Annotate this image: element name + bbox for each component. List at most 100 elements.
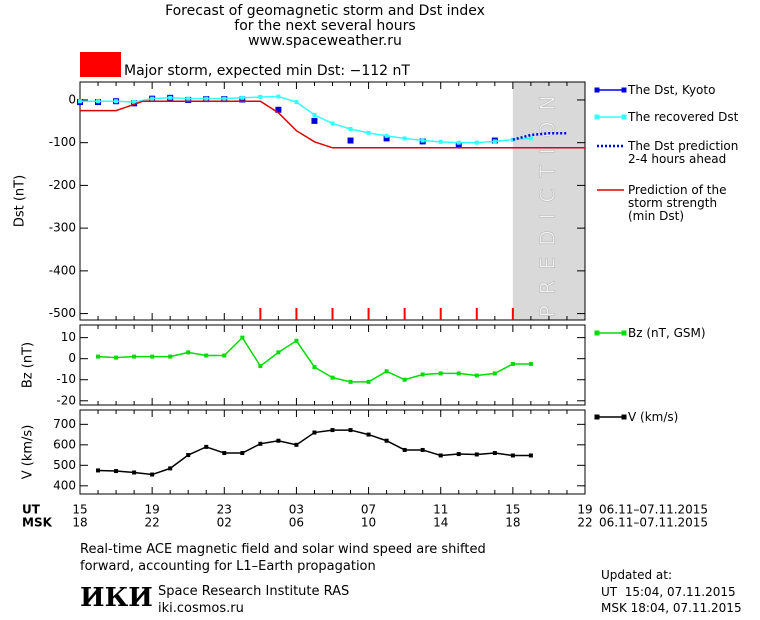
series-point [456, 140, 461, 145]
series-point [96, 354, 101, 359]
legend-entry: The recovered Dst [628, 110, 739, 124]
x-tick-label: 19 [577, 503, 592, 517]
x-tick-label: 22 [145, 516, 160, 530]
series-point [294, 100, 299, 105]
ut-range: 06.11–07.11.2015 [599, 503, 708, 517]
series-line [512, 132, 567, 141]
series-point [347, 137, 354, 144]
legend-marker [594, 414, 600, 420]
legend-entry: Bz (nT, GSM) [628, 326, 706, 340]
annotation: Major storm, expected min Dst: −112 nT [124, 63, 410, 79]
series-point [276, 94, 281, 99]
x-tick-label: 18 [505, 516, 520, 530]
series-point [474, 373, 479, 378]
series-point [366, 432, 371, 437]
series-point [150, 354, 155, 359]
y-tick-label: -500 [49, 306, 76, 320]
series-point [384, 369, 389, 374]
y-tick-label: -10 [56, 372, 76, 386]
series-point [204, 353, 209, 358]
y-tick-label: -300 [49, 221, 76, 235]
series-point [276, 350, 281, 355]
series-point [258, 94, 263, 99]
x-tick-label: 11 [433, 503, 448, 517]
series-point [528, 361, 533, 366]
msk-label: MSK [22, 516, 53, 530]
legend-entry: The Dst, Kyoto [628, 83, 716, 97]
updated-ut: UT 15:04, 07.11.2015 [601, 585, 736, 599]
y-axis-label: Bz (nT) [21, 342, 36, 388]
legend-entry: V (km/s) [628, 410, 679, 424]
series-point [275, 106, 282, 113]
series-point [78, 99, 82, 104]
series-point [348, 428, 353, 433]
plot-frame [79, 81, 586, 321]
series-point [132, 100, 137, 105]
series-point [150, 472, 155, 477]
series-point [456, 452, 461, 457]
series-point [132, 470, 137, 475]
series-point [186, 96, 191, 101]
y-tick-label: -100 [49, 135, 76, 149]
institute: Space Research Institute RAS [158, 584, 350, 599]
series-line [80, 100, 585, 149]
series-point [528, 453, 533, 458]
x-tick-label: 23 [217, 503, 232, 517]
logo: ИКИ [80, 583, 153, 613]
site: iki.cosmos.ru [158, 601, 244, 616]
x-tick-label: 19 [145, 503, 160, 517]
y-tick-label: -400 [49, 263, 76, 277]
series-point [366, 379, 371, 384]
series-point [492, 371, 497, 376]
series-point [186, 350, 191, 355]
series-point [456, 371, 461, 376]
x-tick-label: 06 [289, 516, 304, 530]
y-tick-label: -200 [49, 178, 76, 192]
series-point [96, 99, 101, 104]
series-point [455, 142, 462, 149]
chart-title: for the next several hours [234, 18, 415, 34]
series-point [330, 121, 335, 126]
series-point [258, 364, 263, 369]
prediction-band [512, 82, 585, 320]
legend-marker [621, 414, 627, 420]
legend-marker [621, 330, 627, 336]
legend-entry: The Dst prediction 2-4 hours ahead [628, 139, 739, 166]
series-point [186, 453, 191, 458]
y-tick-label: 0 [68, 92, 76, 106]
series-point [311, 117, 318, 124]
series-point [240, 451, 245, 456]
series-point [114, 355, 119, 360]
series-line [97, 336, 531, 383]
y-tick-label: 500 [53, 458, 76, 472]
series-point [258, 441, 263, 446]
note: Real-time ACE magnetic field and solar w… [80, 542, 486, 574]
series-point [312, 365, 317, 370]
series-point [384, 133, 389, 138]
series-point [420, 447, 425, 452]
ut-label: UT [22, 503, 41, 517]
series-point [384, 438, 389, 443]
prediction-label: PREDICTION [535, 85, 559, 318]
series-point [168, 354, 173, 359]
series-point [222, 451, 227, 456]
series-point [312, 112, 317, 117]
series-point [474, 452, 479, 457]
y-axis-label: Dst (nT) [13, 175, 28, 227]
y-tick-label: 600 [53, 437, 76, 451]
series-point [420, 372, 425, 377]
series-point [510, 453, 515, 458]
x-tick-label: 14 [433, 516, 448, 530]
x-tick-label: 03 [289, 503, 304, 517]
series-point [528, 136, 533, 141]
series-point [312, 430, 317, 435]
series-line [80, 95, 531, 144]
y-tick-label: 700 [53, 417, 76, 431]
annotation-swatch [80, 52, 121, 77]
legend-marker [594, 330, 600, 336]
series-point [330, 375, 335, 380]
series-point [204, 96, 209, 101]
series-point [168, 95, 173, 100]
series-point [420, 138, 425, 143]
legend-marker [594, 87, 600, 93]
